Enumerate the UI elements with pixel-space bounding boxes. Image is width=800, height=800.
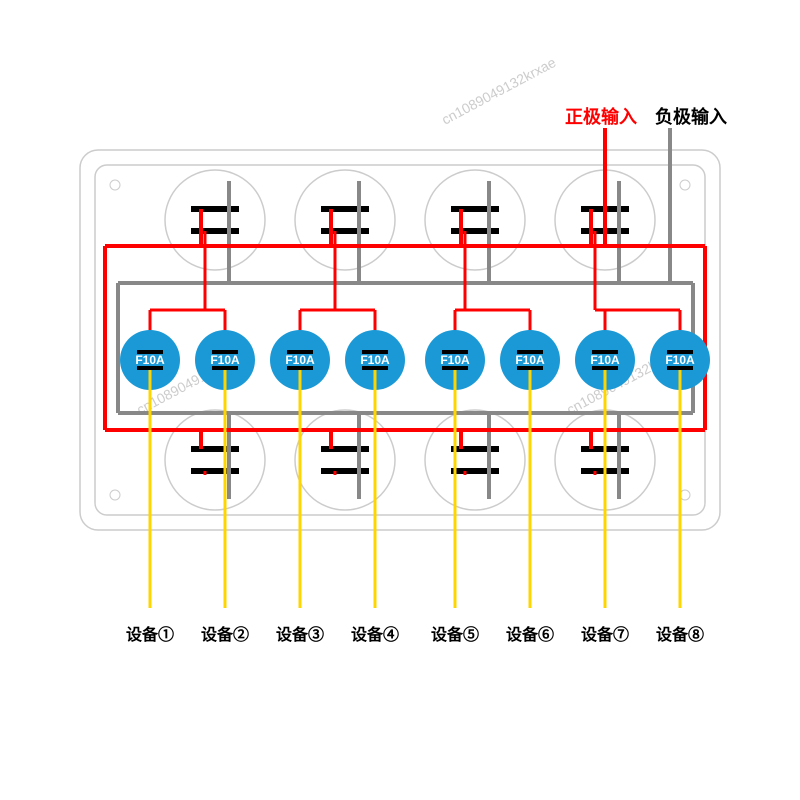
terminal (451, 468, 499, 474)
terminal (321, 206, 369, 212)
terminal (321, 228, 369, 234)
terminal (191, 206, 239, 212)
device-label: 设备④ (351, 625, 399, 644)
fuse-label: F10A (135, 353, 165, 367)
terminal (191, 468, 239, 474)
terminal (191, 228, 239, 234)
device-label: 设备⑤ (431, 625, 479, 644)
terminal (451, 228, 499, 234)
device-label: 设备⑧ (656, 625, 704, 644)
fuse-label: F10A (665, 353, 695, 367)
device-label: 设备⑥ (506, 625, 554, 644)
terminal (321, 446, 369, 452)
device-label: 设备① (126, 625, 174, 644)
terminal (451, 206, 499, 212)
fuse-label: F10A (285, 353, 315, 367)
device-label: 设备② (201, 625, 249, 644)
wiring-diagram: cn1089049132krxaecn1089049132krxaecn1089… (0, 0, 800, 800)
positive-input-label: 正极输入 (565, 106, 637, 127)
fuse-label: F10A (515, 353, 545, 367)
fuse-label: F10A (360, 353, 390, 367)
terminal (191, 446, 239, 452)
negative-input-label: 负极输入 (655, 106, 727, 127)
fuse-label: F10A (590, 353, 620, 367)
terminal (321, 468, 369, 474)
fuse-label: F10A (210, 353, 240, 367)
fuse-label: F10A (440, 353, 470, 367)
device-label: 设备③ (276, 625, 324, 644)
terminal (451, 446, 499, 452)
device-label: 设备⑦ (581, 625, 629, 644)
